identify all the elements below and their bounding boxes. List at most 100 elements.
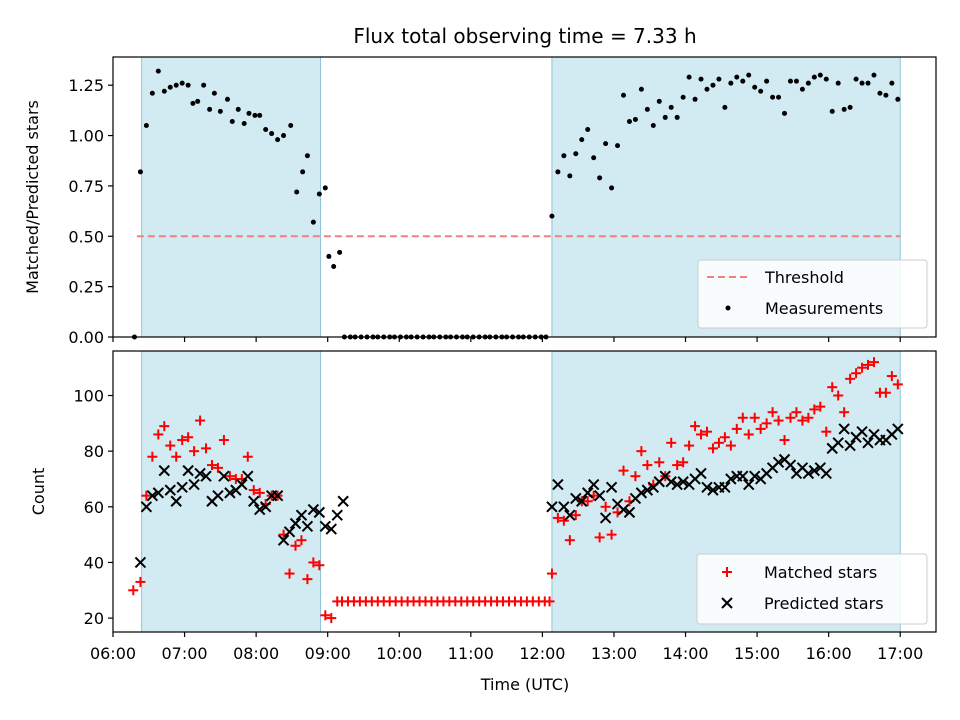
predicted-star-point (301, 520, 314, 532)
cross-b (772, 456, 785, 468)
predicted-star-point (862, 437, 874, 449)
legend-measurements-swatch (725, 305, 731, 311)
cross-b (212, 489, 224, 502)
matched-star-point (296, 535, 307, 546)
x-tick-label: 14:00 (662, 644, 708, 663)
predicted-star-point (325, 523, 337, 535)
bottom-y-axis-label: Count (29, 468, 48, 516)
predicted-star-point (582, 487, 594, 499)
cross-b (665, 476, 677, 488)
cross-b (331, 509, 343, 521)
predicted-star-point (707, 484, 719, 496)
top-legend: Threshold Measurements (697, 259, 928, 329)
predicted-star-point (248, 495, 260, 507)
y-tick-label: 1.00 (68, 127, 104, 146)
cross-b (635, 487, 648, 499)
matched-star-point (290, 540, 301, 551)
matched-star-point (737, 412, 748, 423)
matched-star-point (284, 568, 295, 579)
cross-b (707, 484, 719, 496)
measurement-point (300, 169, 306, 175)
predicted-star-point (313, 506, 326, 519)
measurement-point (871, 72, 877, 78)
cross-b (677, 476, 689, 488)
cross-b (146, 489, 159, 502)
predicted-star-point (146, 489, 159, 502)
cross-b (743, 478, 755, 491)
matched-star-point (320, 610, 331, 621)
cross-b (832, 437, 844, 449)
matched-star-point (779, 435, 790, 446)
matched-star-point (224, 471, 235, 482)
cross-b (641, 484, 654, 496)
predicted-star-point (176, 481, 188, 494)
cross-b (719, 481, 731, 494)
predicted-star-point (808, 464, 821, 477)
measurement-point (644, 106, 650, 112)
matched-star-point (212, 462, 223, 473)
legend-cross-marker (721, 597, 733, 609)
measurement-point (561, 153, 567, 159)
matched-star-point (785, 412, 796, 423)
cross-b (862, 437, 874, 449)
matched-star-point (839, 407, 850, 418)
predicted-star-point (892, 423, 904, 435)
measurement-point (859, 80, 865, 86)
x-tick-label: 07:00 (162, 644, 208, 663)
predicted-star-point (558, 501, 570, 513)
matched-star-point (326, 613, 337, 624)
measurement-point (190, 100, 196, 106)
measurement-point (310, 219, 316, 225)
cross-b (576, 495, 588, 507)
predicted-star-point (838, 423, 850, 435)
top-y-ticks: 0.00 0.25 0.50 0.75 1.00 1.25 (68, 76, 113, 347)
cross-b (254, 503, 266, 516)
matched-star-point (159, 421, 170, 432)
measurement-point (585, 127, 591, 133)
matched-stars-series (128, 357, 903, 624)
cross-b (188, 478, 200, 491)
y-tick-label: 80 (84, 442, 104, 461)
cross-b (170, 495, 182, 507)
matched-star-point (147, 451, 158, 462)
legend-matched-label: Matched stars (764, 563, 877, 582)
measurement-point (246, 110, 252, 116)
predicted-star-point (701, 481, 713, 494)
matched-star-point (642, 460, 653, 471)
legend-threshold-label: Threshold (764, 268, 844, 287)
matched-star-point (672, 460, 683, 471)
measurement-point (225, 96, 231, 102)
cross-b (737, 470, 749, 482)
x-tick-label: 17:00 (877, 644, 923, 663)
x-tick-label: 13:00 (591, 644, 637, 663)
measurement-point (235, 106, 241, 112)
matched-star-point (827, 382, 838, 393)
measurement-point (149, 90, 155, 96)
measurement-point (764, 78, 770, 84)
predicted-star-point (564, 509, 576, 521)
matched-star-point (767, 407, 778, 418)
predicted-star-point (743, 478, 755, 491)
top-panel: 0.00 0.25 0.50 0.75 1.00 1.25 Matched/Predict… (23, 56, 937, 347)
measurement-point (853, 76, 859, 82)
predicted-star-point (134, 556, 147, 569)
measurement-point (269, 131, 275, 137)
cross-b (623, 506, 636, 519)
measurement-point (716, 76, 722, 82)
measurement-point (322, 185, 328, 191)
top-axes-frame (112, 56, 937, 338)
cross-b (599, 512, 612, 524)
measurement-point (770, 94, 776, 100)
predicted-star-point (748, 470, 761, 482)
cross-b (570, 492, 582, 505)
cross-b (778, 453, 791, 466)
cross-b (218, 470, 230, 482)
predicted-star-point (337, 495, 349, 507)
cross-b (152, 487, 165, 499)
measurement-point (211, 90, 217, 96)
predicted-star-point (605, 481, 618, 494)
matched-star-point (696, 429, 707, 440)
cross-b (313, 506, 326, 519)
predicted-star-point (772, 456, 785, 468)
bottom-legend: Matched stars Predicted stars (696, 553, 928, 625)
